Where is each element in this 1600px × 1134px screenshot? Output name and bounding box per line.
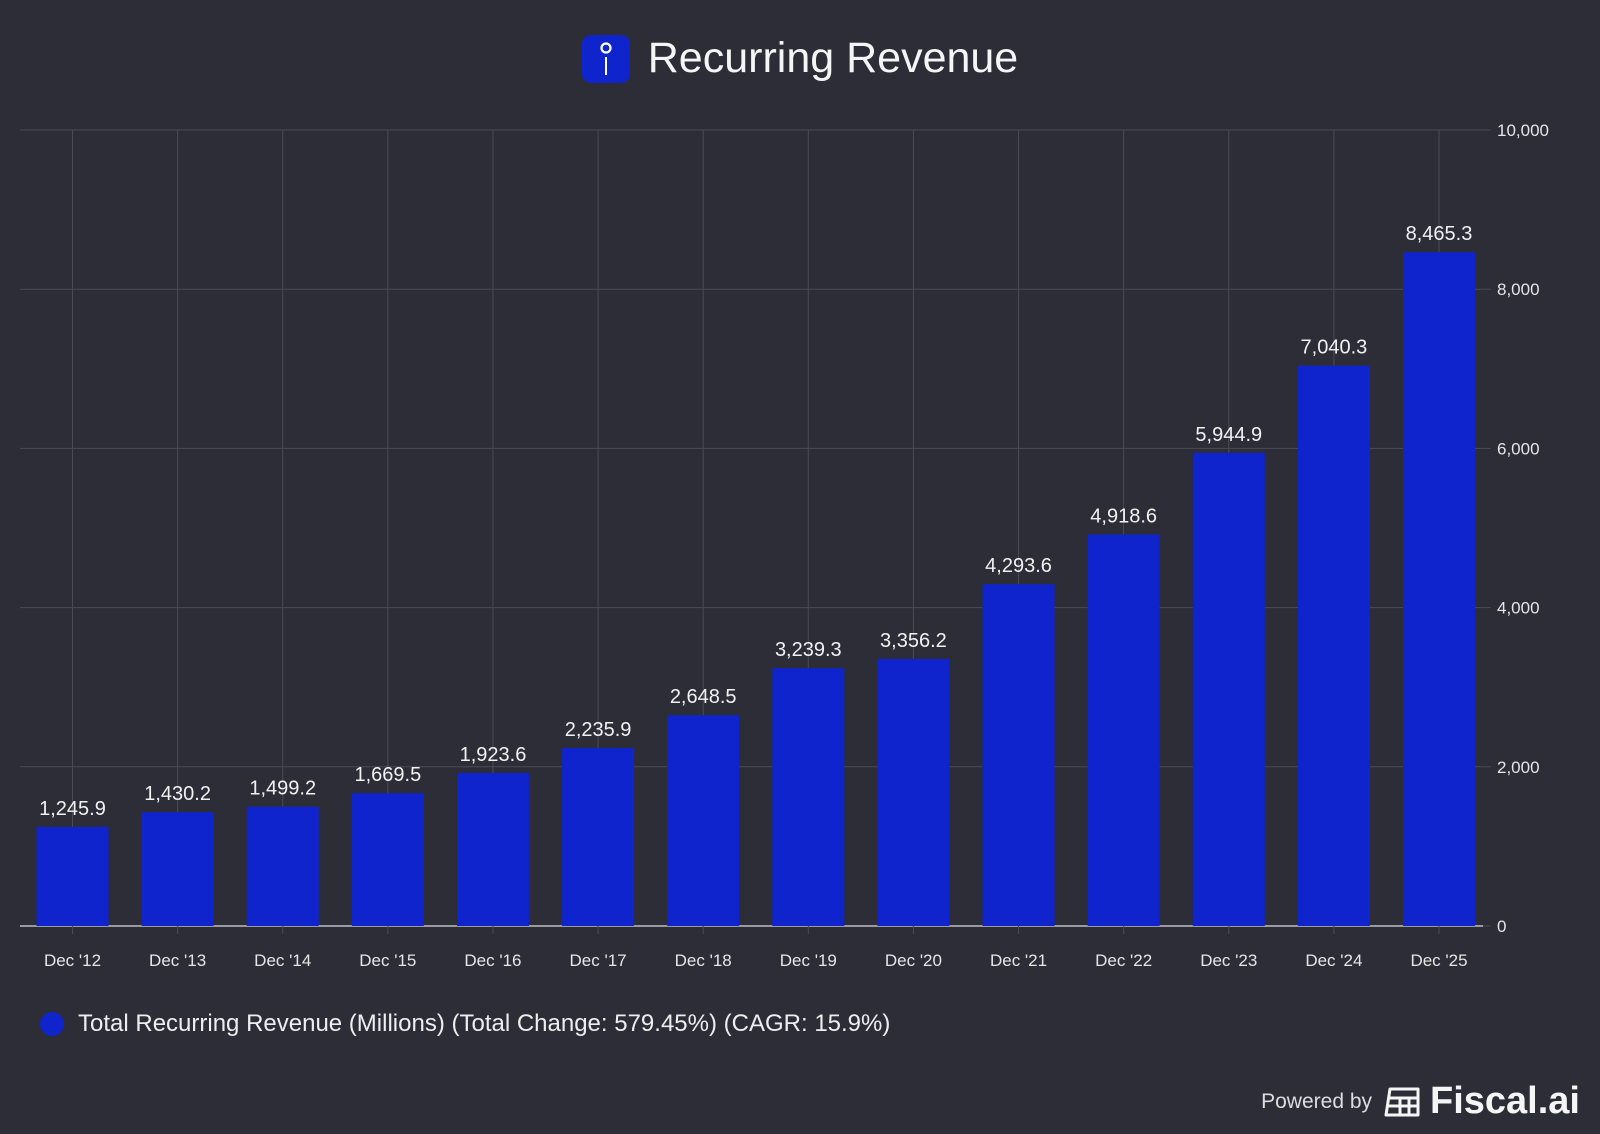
y-tick-label: 0: [1497, 917, 1506, 936]
data-label: 4,918.6: [1090, 505, 1157, 527]
y-tick-label: 10,000: [1497, 121, 1549, 140]
x-tick-label: Dec '23: [1200, 951, 1257, 970]
x-tick-label: Dec '21: [990, 951, 1047, 970]
x-tick-label: Dec '24: [1305, 951, 1362, 970]
x-tick-label: Dec '20: [885, 951, 942, 970]
brand-name: Fiscal.ai: [1430, 1080, 1580, 1122]
x-tick-label: Dec '25: [1410, 951, 1467, 970]
bar: [36, 826, 109, 926]
bar: [1297, 365, 1370, 926]
x-tick-label: Dec '19: [780, 951, 837, 970]
bar: [1403, 252, 1475, 927]
fiscal-logo-icon: [1384, 1087, 1420, 1116]
data-label: 7,040.3: [1301, 337, 1368, 359]
legend-label: Total Recurring Revenue (Millions) (Tota…: [78, 1010, 891, 1037]
x-tick-label: Dec '15: [359, 951, 416, 970]
legend-swatch: [40, 1012, 64, 1036]
bar-chart: 0 2,000 4,000 6,000 8,000 10,000 1,245.9 Dec '1…: [20, 121, 1549, 970]
x-tick-label: Dec '17: [570, 951, 627, 970]
data-label: 1,499.2: [249, 778, 316, 800]
brand-logo: Fiscal.ai: [1384, 1080, 1580, 1123]
y-tick-label: 8,000: [1497, 280, 1540, 299]
bar: [667, 715, 740, 926]
title-text: Recurring Revenue: [647, 34, 1019, 82]
bar: [562, 748, 635, 926]
y-tick-label: 6,000: [1497, 439, 1540, 458]
data-label: 2,235.9: [565, 719, 632, 741]
y-tick-label: 4,000: [1497, 599, 1540, 618]
bar: [877, 658, 950, 926]
data-label: 1,669.5: [354, 764, 421, 786]
bar: [246, 806, 319, 926]
legend[interactable]: Total Recurring Revenue (Millions) (Tota…: [40, 1010, 890, 1038]
x-tick-label: Dec '16: [464, 951, 521, 970]
x-tick-label: Dec '12: [44, 951, 101, 970]
data-label: 1,245.9: [39, 798, 106, 820]
chart-title: Recurring Revenue: [0, 34, 1600, 83]
x-tick-label: Dec '14: [254, 951, 311, 970]
bar: [141, 812, 214, 926]
data-label: 5,944.9: [1195, 424, 1262, 446]
bar: [1087, 534, 1160, 926]
x-tick-label: Dec '22: [1095, 951, 1152, 970]
bar: [456, 772, 529, 926]
footer: Powered by Fiscal.ai: [1261, 1080, 1580, 1123]
data-label: 1,430.2: [144, 783, 211, 805]
data-label: 1,923.6: [460, 744, 527, 766]
data-label: 3,356.2: [880, 630, 947, 652]
y-tick-label: 2,000: [1497, 758, 1540, 777]
bar: [351, 793, 424, 926]
x-tick-label: Dec '18: [675, 951, 732, 970]
bar: [1192, 452, 1265, 926]
powered-by-text: Powered by: [1261, 1089, 1373, 1113]
data-label: 8,465.3: [1406, 223, 1473, 245]
bar: [982, 584, 1055, 926]
x-tick-label: Dec '13: [149, 951, 206, 970]
data-label: 2,648.5: [670, 686, 737, 708]
data-label: 3,239.3: [775, 639, 842, 661]
bar: [772, 668, 845, 926]
info-icon: [581, 34, 630, 83]
data-label: 4,293.6: [985, 555, 1052, 577]
